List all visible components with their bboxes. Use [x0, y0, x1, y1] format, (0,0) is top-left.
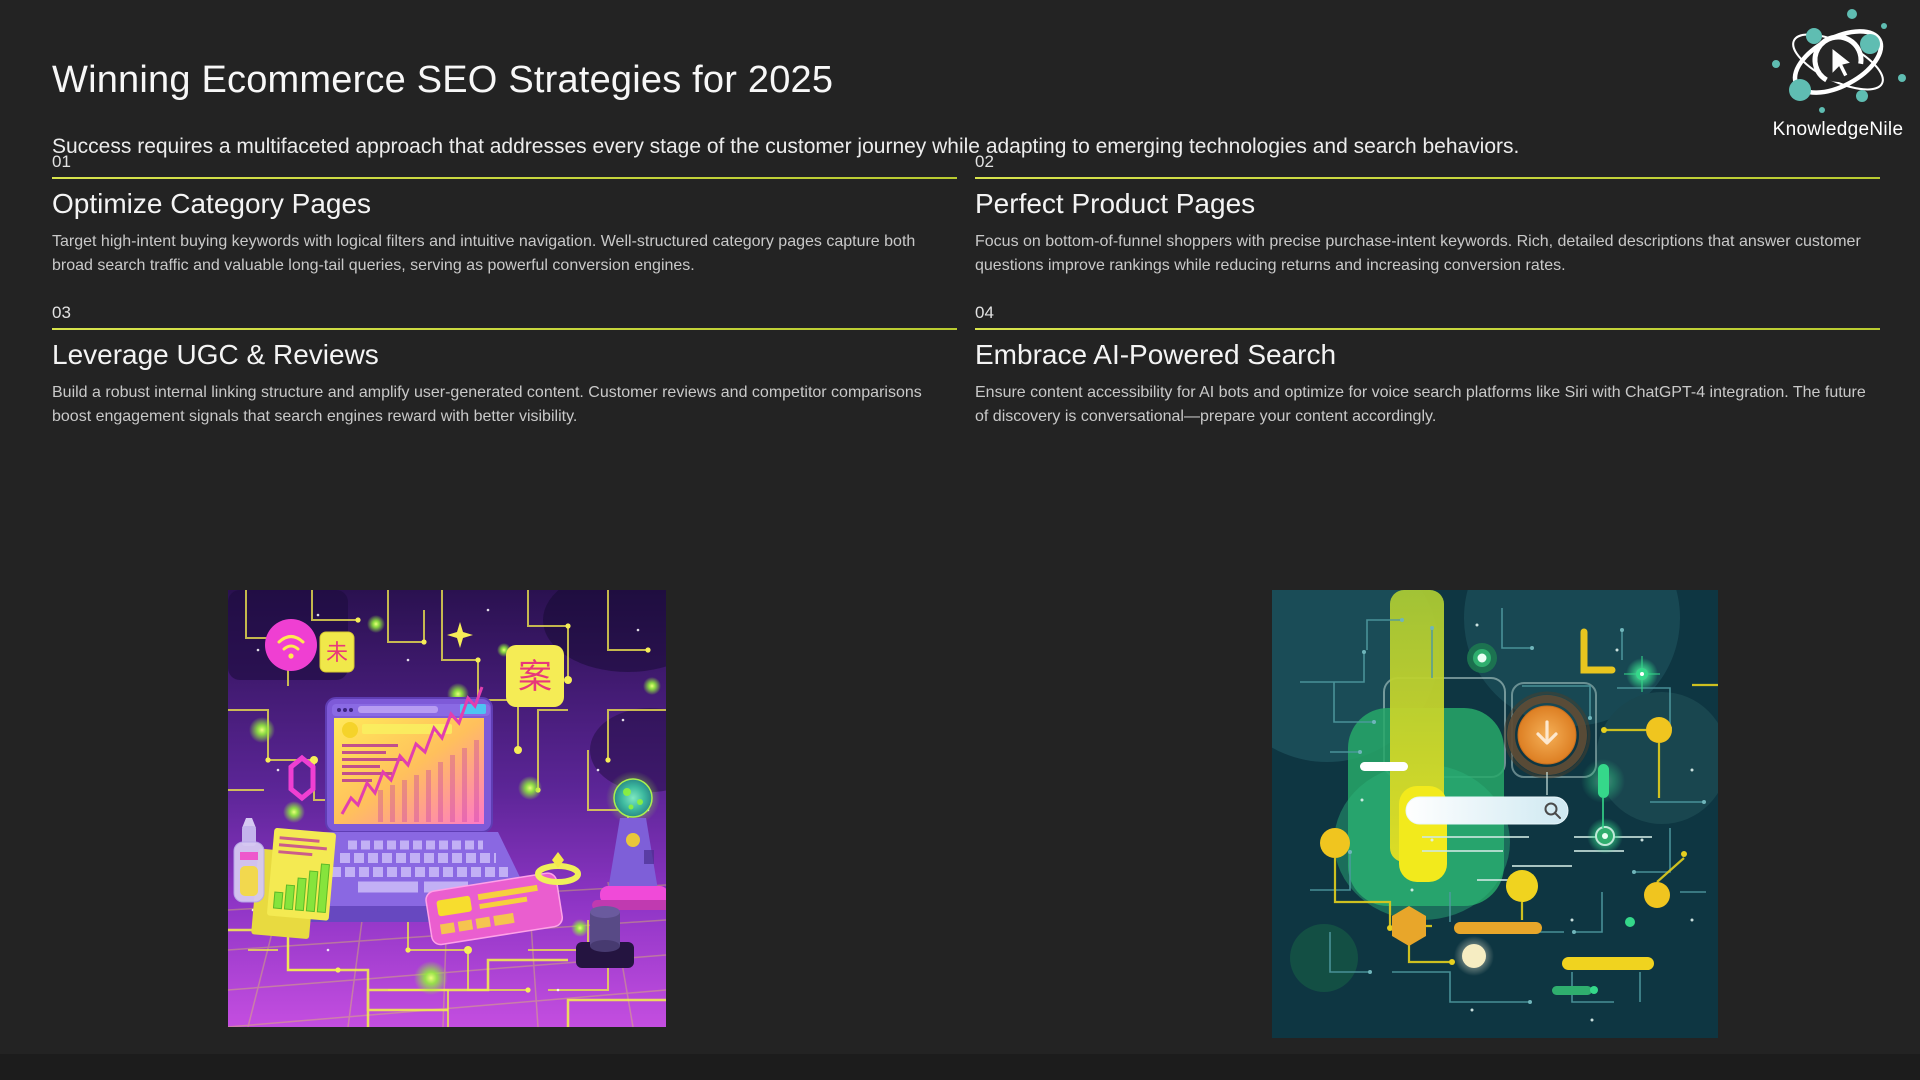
- download-button: [1503, 691, 1591, 795]
- star-sparkle: [447, 622, 473, 648]
- section-number: 04: [975, 303, 994, 322]
- section-body: Focus on bottom-of-funnel shoppers with …: [975, 233, 1861, 274]
- section-body: Ensure content accessibility for AI bots…: [975, 384, 1866, 425]
- section-body: Target high-intent buying keywords with …: [52, 233, 916, 274]
- cursor-icon: [1831, 46, 1853, 78]
- search-bar: [1405, 796, 1569, 825]
- laptop: [286, 686, 534, 922]
- section-title: Perfect Product Pages: [975, 188, 1256, 219]
- section-divider: [52, 177, 957, 179]
- download-arrow-icon: [1536, 720, 1558, 745]
- right-illustration: [1272, 590, 1718, 1038]
- growth-chart-line: [340, 686, 484, 815]
- report-documents: [251, 827, 336, 939]
- yellow-elbow: [1580, 628, 1616, 674]
- section-number: 02: [975, 152, 994, 171]
- text-dash: [1360, 762, 1408, 771]
- section-title: Optimize Category Pages: [52, 188, 372, 219]
- teal-circuits: [1300, 608, 1706, 1003]
- green-nodes: [1467, 643, 1660, 927]
- section-divider: [52, 328, 957, 330]
- strategy-grid: 01 Optimize Category Pages Target high-i…: [52, 152, 1880, 429]
- teal-nodes: [1348, 618, 1706, 1004]
- strategy-section-2: 02 Perfect Product Pages Focus on bottom…: [975, 152, 1880, 278]
- knowledgenile-logo: KnowledgeNile: [1758, 6, 1918, 141]
- neon-ecommerce-analytics-illustration: 未 案: [228, 590, 666, 1027]
- logo-brand-text: KnowledgeNile: [1772, 119, 1904, 140]
- wifi-badge: [265, 619, 317, 671]
- accent-shapes: [1320, 717, 1672, 995]
- ai-search-circuit-illustration: [1272, 590, 1718, 1038]
- strategy-section-1: 01 Optimize Category Pages Target high-i…: [52, 152, 957, 278]
- mobile-card: [425, 872, 564, 946]
- dots: [1360, 623, 1694, 1022]
- atom-orbit-cursor-icon: [1772, 9, 1906, 113]
- section-divider: [975, 328, 1880, 330]
- glyph-tile-large: 案: [506, 645, 564, 707]
- footer-band: [0, 1054, 1920, 1080]
- page-subtitle: Success requires a multifaceted approach…: [52, 135, 1520, 158]
- page-title: Winning Ecommerce SEO Strategies for 202…: [52, 59, 834, 102]
- bottle: [233, 818, 265, 903]
- left-illustration: 未 案: [228, 590, 666, 1027]
- strategy-section-4: 04 Embrace AI-Powered Search Ensure cont…: [975, 303, 1880, 429]
- keyboard: [331, 840, 508, 893]
- hexagon-ring: [288, 754, 316, 802]
- glyph-tile-small: 未: [319, 631, 355, 673]
- section-title: Embrace AI-Powered Search: [975, 339, 1337, 370]
- strategy-section-3: 03 Leverage UGC & Reviews Build a robust…: [52, 303, 957, 429]
- section-divider: [975, 177, 1880, 179]
- search-icon: [1544, 802, 1561, 819]
- section-number: 01: [52, 152, 71, 171]
- wifi-icon: [277, 635, 305, 651]
- section-body: Build a robust internal linking structur…: [52, 384, 922, 425]
- section-title: Leverage UGC & Reviews: [52, 339, 379, 370]
- svg-text:未: 未: [326, 640, 348, 665]
- cylinder-block: [576, 906, 634, 968]
- svg-text:案: 案: [518, 658, 552, 696]
- section-number: 03: [52, 303, 71, 322]
